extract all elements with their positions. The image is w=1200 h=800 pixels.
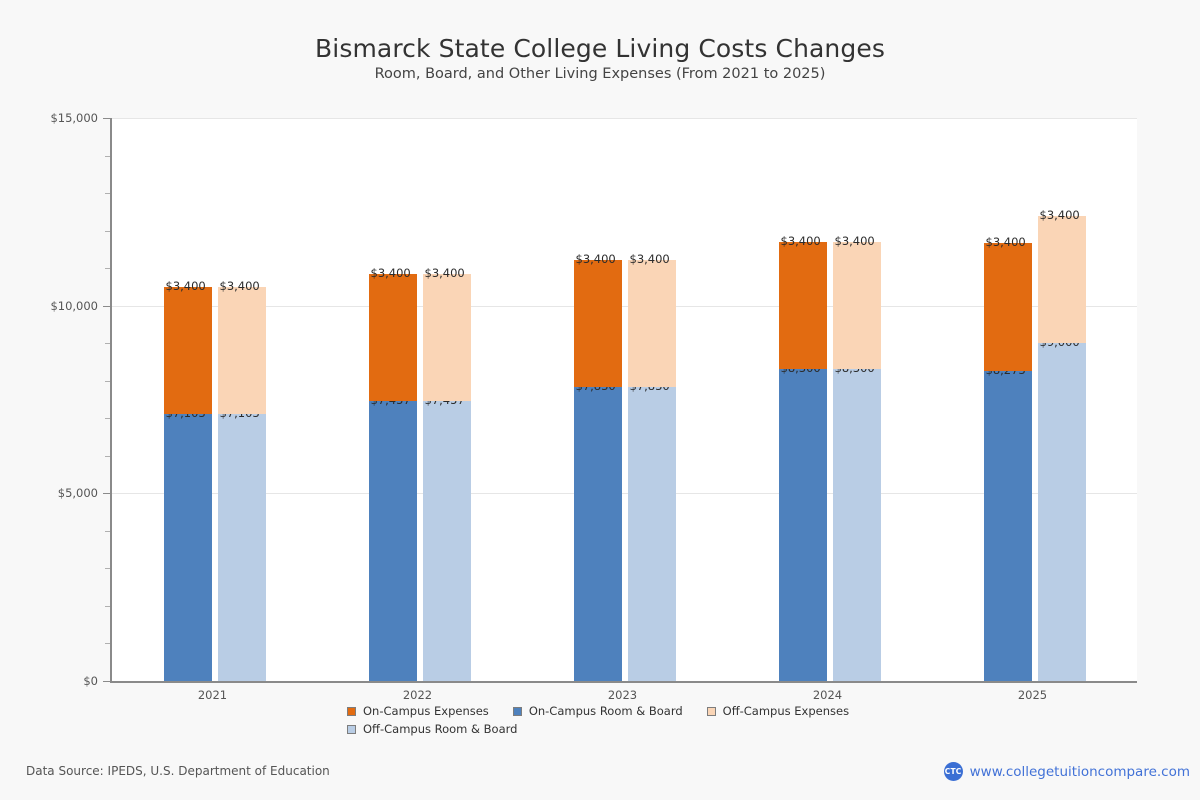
bar-segment[interactable]: $7,830 [627, 380, 676, 681]
y-tick-minor [105, 155, 110, 157]
legend-label: Off-Campus Expenses [722, 704, 850, 718]
bar-value-label: $3,400 [629, 251, 670, 266]
bar-segment[interactable]: $7,457 [368, 394, 417, 681]
y-tick-minor [105, 268, 110, 270]
y-tick-minor [105, 605, 110, 607]
legend-row-1: On-Campus Expenses On-Campus Room & Board… [347, 702, 867, 720]
legend-swatch-icon [347, 724, 356, 734]
bar-segment[interactable]: $3,400 [573, 252, 622, 388]
y-axis-tick-label: $10,000 [50, 298, 98, 313]
y-tick-minor [105, 230, 110, 232]
bar-segment[interactable]: $7,103 [163, 407, 212, 681]
x-axis-tick-label-2021: 2021 [197, 688, 228, 702]
bar-segment[interactable]: $7,830 [573, 380, 622, 681]
y-tick-major [103, 305, 110, 307]
bar-value-label: $3,400 [165, 278, 206, 293]
bar-segment[interactable]: $8,273 [983, 363, 1032, 681]
chart-legend: On-Campus Expenses On-Campus Room & Board… [347, 702, 867, 738]
bar-value-label: $3,400 [834, 233, 875, 248]
brand-watermark[interactable]: CTC www.collegetuitioncompare.com [943, 762, 1190, 781]
legend-swatch-icon [347, 706, 356, 716]
gridline [112, 305, 1137, 307]
y-tick-minor [105, 343, 110, 345]
legend-item[interactable]: Off-Campus Expenses [706, 704, 850, 718]
gridline [112, 493, 1137, 495]
legend-row-2: Off-Campus Room & Board [347, 720, 867, 738]
page-subtitle: Room, Board, and Other Living Expenses (… [374, 66, 826, 82]
legend-item[interactable]: On-Campus Expenses [347, 704, 489, 718]
y-tick-minor [105, 568, 110, 570]
y-tick-major [103, 118, 110, 119]
y-axis-tick-label: $15,000 [50, 111, 98, 125]
legend-swatch-icon [706, 706, 716, 716]
y-axis-tick-label: $0 [83, 674, 98, 688]
y-tick-major [103, 681, 110, 682]
y-tick-minor [105, 193, 110, 195]
bar-segment[interactable]: $3,400 [163, 279, 212, 415]
legend-label: On-Campus Room & Board [528, 704, 683, 718]
brand-url-label: www.collegetuitioncompare.com [969, 763, 1190, 780]
legend-item[interactable]: Off-Campus Room & Board [347, 722, 517, 736]
bar-value-label: $3,400 [219, 278, 260, 293]
plot-area: $7,103 $3,400 $7,103 $3,400 $7,457 $3,400 $7,4… [110, 118, 1137, 683]
legend-swatch-icon [512, 706, 522, 716]
bar-segment[interactable]: $3,400 [422, 266, 471, 402]
bar-segment[interactable]: $3,400 [368, 266, 417, 402]
y-tick-minor [105, 530, 110, 532]
bar-segment[interactable]: $3,400 [627, 252, 676, 388]
bar-value-label: $3,400 [424, 265, 465, 280]
legend-label: On-Campus Expenses [363, 704, 489, 718]
bar-value-label: $3,400 [780, 233, 821, 248]
data-source-note: Data Source: IPEDS, U.S. Department of E… [26, 764, 330, 778]
x-axis-tick-label-2023: 2023 [607, 688, 638, 702]
gridline [112, 118, 1137, 119]
bar-value-label: $3,400 [370, 265, 411, 280]
bar-segment[interactable]: $8,300 [778, 362, 827, 681]
y-tick-minor [105, 455, 110, 457]
y-tick-minor [105, 380, 110, 382]
bar-segment[interactable]: $9,000 [1037, 336, 1086, 681]
bar-segment[interactable]: $7,457 [422, 394, 471, 681]
y-axis-tick-label: $5,000 [57, 486, 98, 501]
bar-value-label: $3,400 [575, 251, 616, 266]
bar-value-label: $3,400 [985, 234, 1026, 249]
legend-item[interactable]: On-Campus Room & Board [512, 704, 683, 718]
bar-segment[interactable]: $7,103 [217, 407, 266, 681]
bar-segment[interactable]: $3,400 [832, 234, 881, 370]
bar-segment[interactable]: $3,400 [1037, 208, 1086, 344]
y-tick-minor [105, 643, 110, 645]
x-axis-tick-label-2025: 2025 [1017, 688, 1048, 702]
page-title: Bismarck State College Living Costs Chan… [315, 34, 885, 63]
ctc-logo-icon: CTC [943, 762, 963, 781]
x-axis-tick-label-2022: 2022 [402, 688, 433, 702]
x-axis-tick-label-2024: 2024 [812, 688, 843, 702]
bar-segment[interactable]: $3,400 [983, 235, 1032, 371]
legend-label: Off-Campus Room & Board [363, 722, 518, 736]
y-tick-minor [105, 418, 110, 420]
bar-segment[interactable]: $3,400 [217, 279, 266, 415]
bar-segment[interactable]: $3,400 [778, 234, 827, 370]
y-tick-major [103, 493, 110, 495]
bar-value-label: $3,400 [1039, 207, 1080, 222]
bar-segment[interactable]: $8,300 [832, 362, 881, 681]
